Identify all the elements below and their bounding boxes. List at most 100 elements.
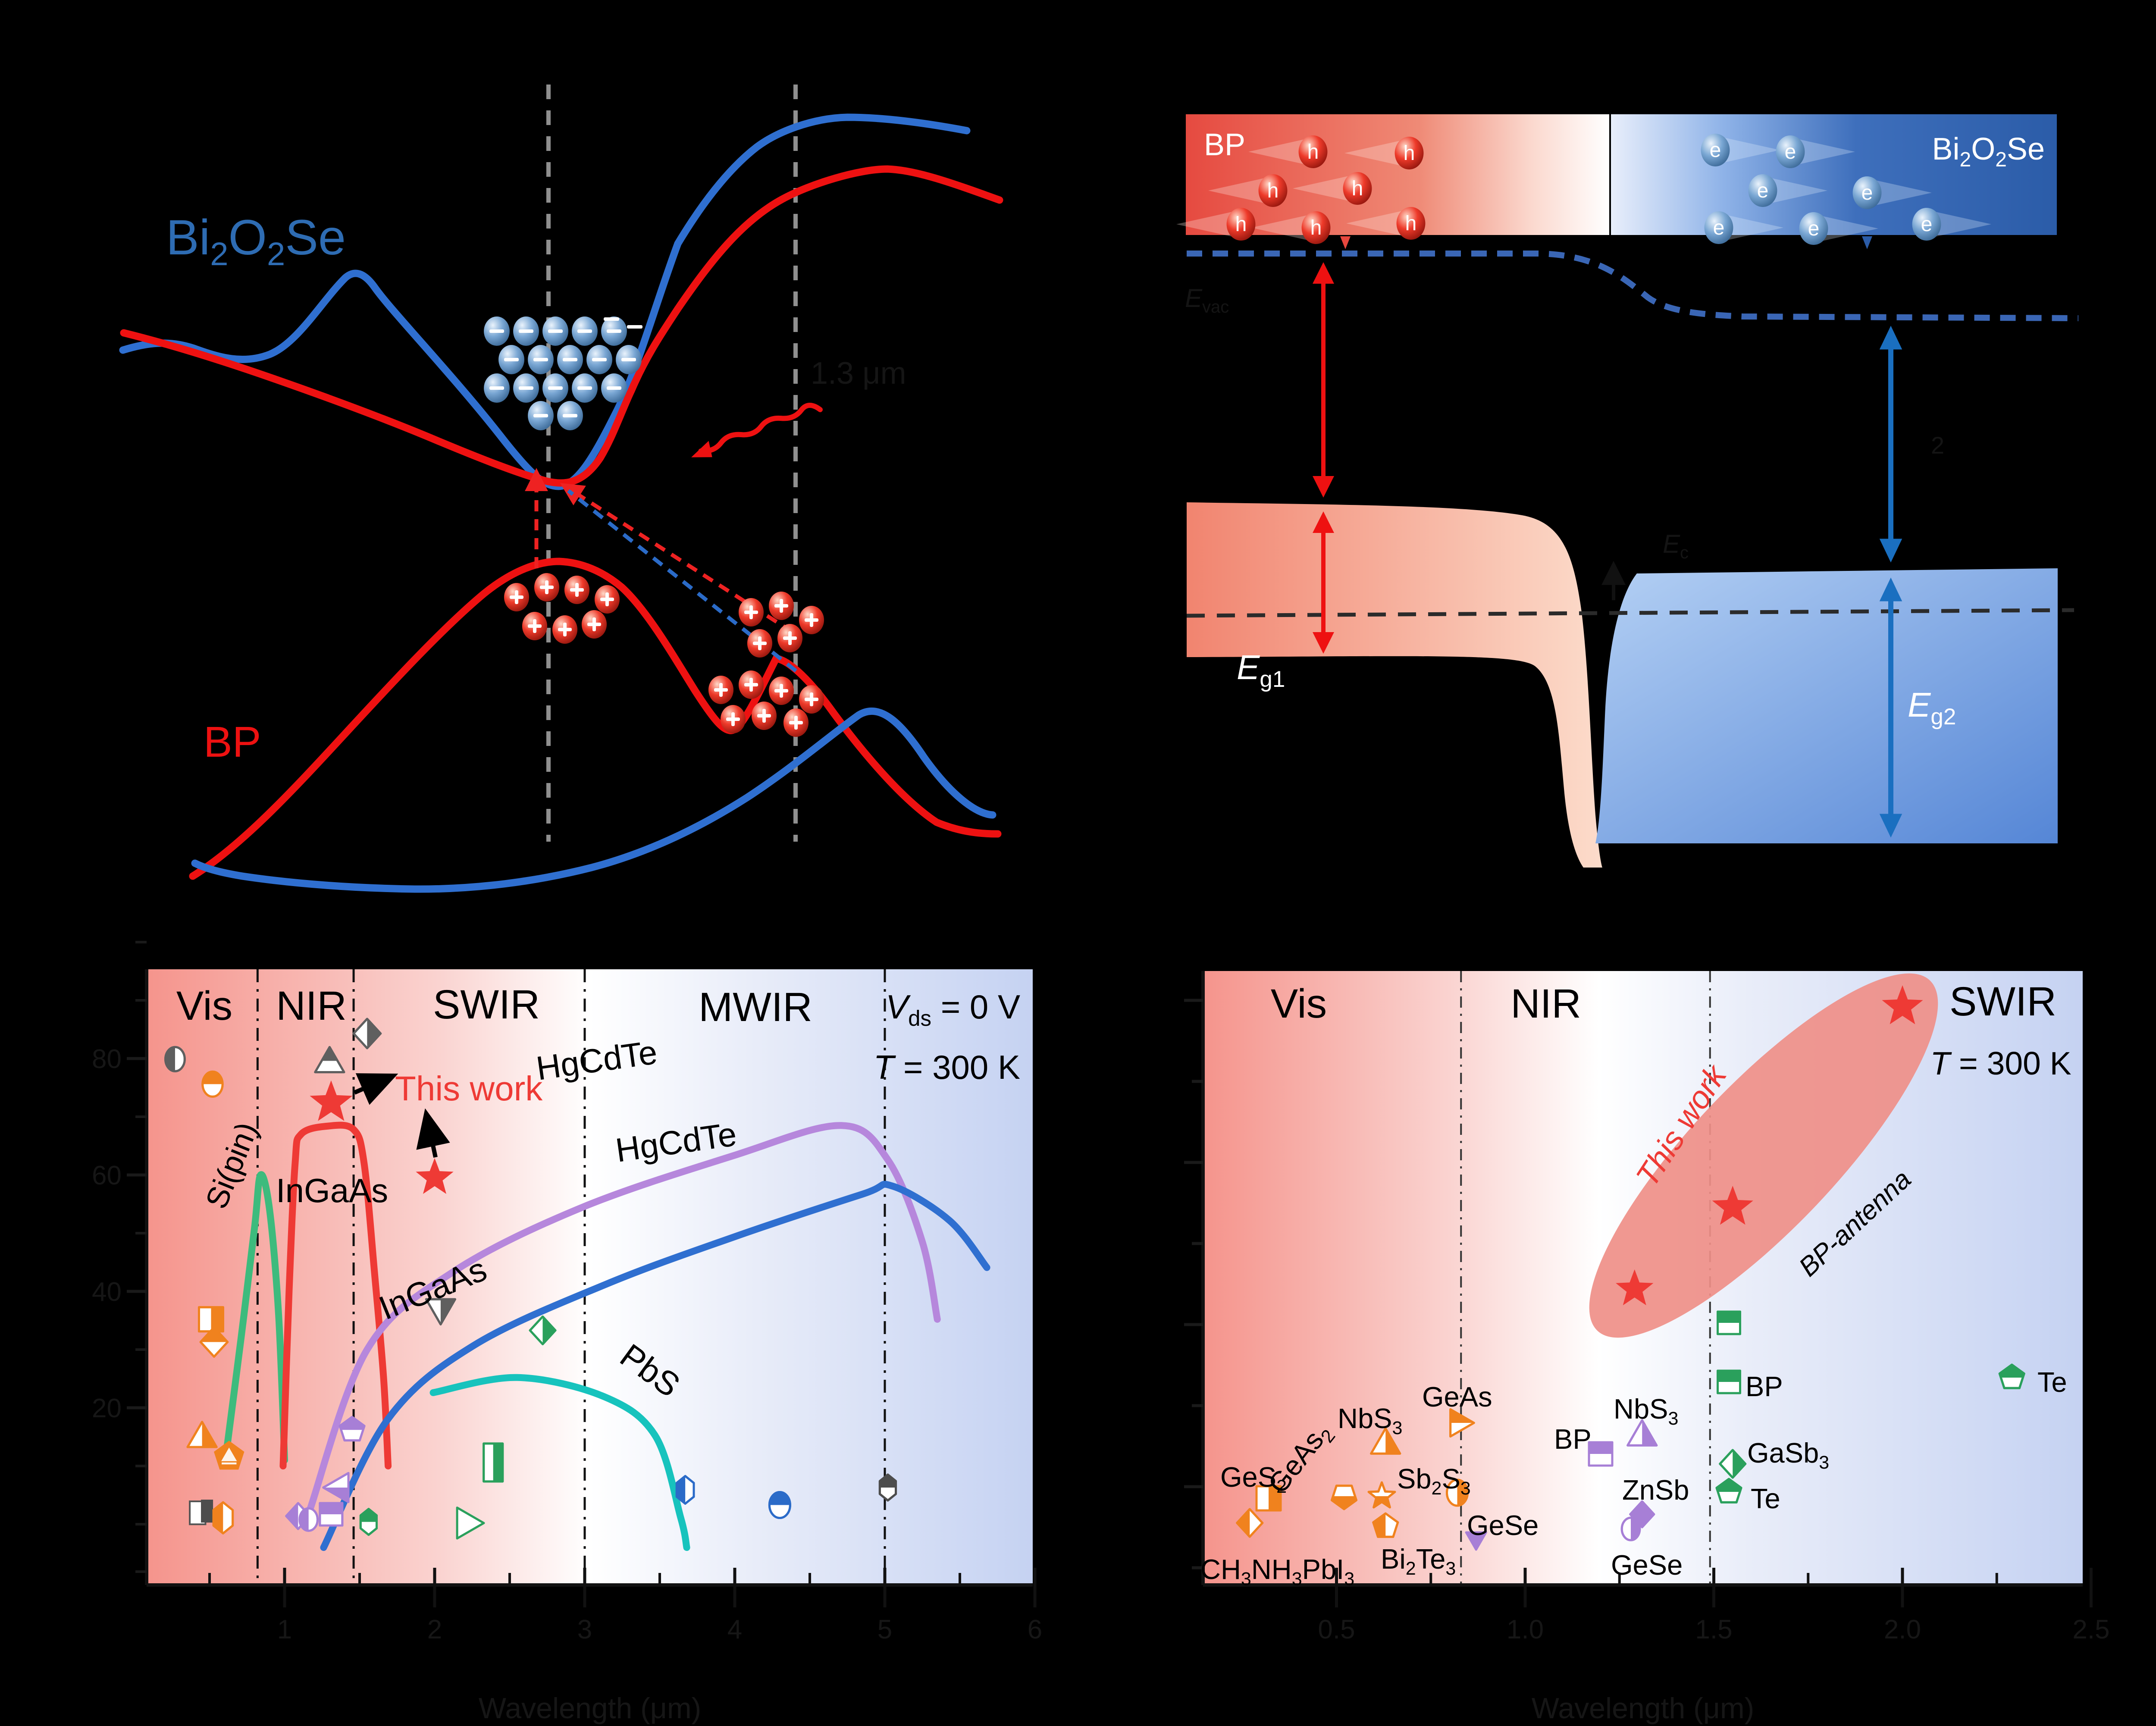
this-work-star-d-2	[1712, 1186, 1753, 1225]
hole-ball-icon	[768, 677, 794, 705]
y-tick-label-c: 80	[92, 1044, 122, 1074]
scatter-c-6	[189, 1500, 213, 1526]
svg-text:h: h	[1310, 216, 1322, 239]
annotation-arrow-c-0	[354, 1073, 398, 1105]
c-label-thiswork: This work	[395, 1069, 543, 1108]
d-label-te: Te	[2037, 1366, 2067, 1398]
svg-text:h: h	[1352, 177, 1363, 200]
electron-carrier-icon: e	[1852, 176, 1882, 209]
electron-ball-icon	[616, 345, 642, 374]
electron-carrier-icon: e	[1912, 208, 1941, 241]
d-label-nir: NIR	[1510, 981, 1581, 1027]
x-tick-label-c: 4	[727, 1615, 742, 1645]
scatter-d-9	[1465, 1531, 1487, 1551]
x-tick-label-c: 2	[427, 1615, 442, 1645]
x-tick-label-c: 1	[277, 1615, 292, 1645]
svg-text:e: e	[1710, 139, 1721, 162]
conduction-edge-label: Ec	[1663, 529, 1689, 562]
c-label-ingaas: InGaAs	[276, 1172, 388, 1209]
d-label-bp: BP	[1554, 1423, 1592, 1455]
bar-label-bp: BP	[1204, 128, 1245, 162]
svg-text:e: e	[1861, 182, 1873, 204]
hole-carrier-icon: h	[1298, 135, 1328, 168]
hole-carrier-icon: h	[1301, 211, 1331, 244]
x-axis-title-c: Wavelength (μm)	[479, 1692, 702, 1725]
scatter-c-14	[456, 1507, 485, 1540]
panel-b-band-alignment: h hh hh h he ee ee e e BP Bi2O2Se Evac Eg1 Eg2 E…	[1176, 114, 2079, 868]
bi2o2se-conduction-band-region	[1595, 568, 2058, 843]
d-label-te: Te	[1751, 1483, 1780, 1514]
bi2o2se-conduction-band-curve	[119, 113, 971, 490]
this-work-star-c-1	[310, 1080, 353, 1121]
hole-ball-icon	[581, 610, 607, 639]
bp-valence-band-curve	[189, 558, 1002, 880]
d-label-geas: GeAs	[1422, 1381, 1492, 1413]
d-label-gese: GeSe	[1611, 1549, 1683, 1581]
x-tick-label-c: 3	[577, 1615, 592, 1645]
x-tick-label-d: 0.5	[1318, 1615, 1355, 1645]
hole-ball-icon	[777, 624, 803, 652]
hidden-subscript-two: 2	[1931, 432, 1944, 459]
hole-ball-icon	[720, 705, 746, 733]
y-tick-label-c: 60	[92, 1161, 122, 1190]
d-label-t300k: T = 300 K	[1930, 1045, 2071, 1081]
hole-carrier-icon: h	[1396, 207, 1426, 240]
d-label-znsb: ZnSb	[1622, 1474, 1689, 1506]
electron-ball-icon	[484, 316, 510, 346]
electron-ball-icon	[557, 401, 583, 430]
hole-ball-icon	[738, 598, 764, 626]
electron-carrier-icon: e	[1701, 134, 1730, 166]
c-label-vds0v: Vds = 0 V	[886, 988, 1020, 1031]
bandgap2-label: Eg2	[1908, 686, 1956, 730]
free-minus-icon	[627, 325, 642, 329]
svg-text:h: h	[1235, 213, 1247, 236]
hole-ball-icon	[552, 615, 578, 644]
electron-ball-icon	[601, 373, 627, 403]
hole-ball-icon	[504, 583, 530, 611]
svg-text:e: e	[1921, 213, 1933, 236]
this-work-star-d-3	[1616, 1269, 1654, 1306]
hole-ball-icon	[747, 629, 773, 658]
d-label-ges2: GeS2	[1220, 1461, 1287, 1497]
c-label-mwir: MWIR	[699, 984, 812, 1030]
hole-ball-icon	[522, 612, 548, 640]
electron-ball-icon	[601, 316, 627, 346]
x-tick-label-d: 2.5	[2072, 1615, 2109, 1645]
electron-ball-icon	[572, 373, 598, 403]
electron-ball-icon	[542, 373, 568, 403]
electron-ball-icon	[557, 345, 583, 374]
electron-carrier-icon: e	[1799, 212, 1828, 245]
electron-ball-icon	[528, 345, 554, 374]
x-tick-label-c: 5	[877, 1615, 892, 1645]
svg-text:h: h	[1404, 142, 1415, 165]
electron-ball-icon	[542, 316, 568, 346]
this-work-star-c-2	[416, 1158, 454, 1194]
electron-ball-icon	[572, 316, 598, 346]
electron-carrier-icon: e	[1704, 211, 1733, 244]
hole-carrier-icon: h	[1258, 174, 1288, 207]
photon-wave	[691, 403, 823, 457]
hole-ball-icon	[799, 685, 824, 714]
bandgap1-label: Eg1	[1237, 648, 1285, 692]
hole-ball-icon	[783, 708, 809, 737]
curve-hgcdte	[320, 1181, 990, 1551]
hole-ball-icon	[799, 606, 824, 634]
d-label-nbs3: NbS3	[1614, 1393, 1678, 1429]
carrier-symbols: h hh hh h he ee ee e e	[1176, 134, 1991, 245]
electron-ball-icon	[484, 373, 510, 403]
curve-pbs	[429, 1374, 690, 1551]
svg-text:h: h	[1267, 179, 1279, 202]
electron-carrier-icon: e	[1748, 174, 1777, 207]
vacuum-level-dashed-line	[1187, 251, 2079, 321]
material-label-bi2o2se: Bi2O2Se	[166, 210, 346, 273]
bp-valence-band-region	[1187, 502, 1602, 868]
electron-ball-icon	[498, 345, 524, 374]
x-axis-title-d: Wavelength (μm)	[1532, 1692, 1755, 1725]
svg-text:e: e	[1785, 141, 1796, 163]
curve-ingaas	[279, 1121, 392, 1469]
d-label-bp: BP	[1745, 1371, 1783, 1402]
bi2o2se-bar-pointer-icon	[1862, 236, 1872, 249]
photon-arrowhead-icon	[691, 441, 712, 457]
electron-ball-icon	[513, 316, 539, 346]
